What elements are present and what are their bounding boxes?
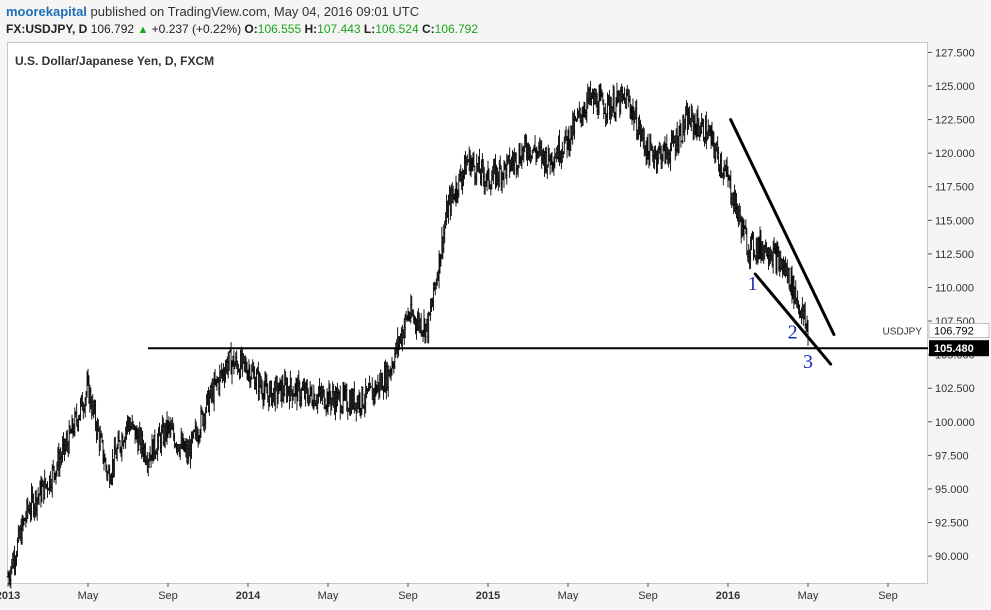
- y-tick-label: 92.500: [935, 518, 969, 530]
- wave-label: 2: [788, 322, 798, 344]
- x-tick-label: 2015: [476, 590, 500, 602]
- y-tick-label: 115.000: [935, 215, 974, 227]
- x-tick-label: Sep: [158, 590, 178, 602]
- x-tick-label: May: [318, 590, 339, 602]
- publish-info: moorekapital published on TradingView.co…: [6, 4, 419, 19]
- y-tick-label: 122.500: [935, 115, 975, 127]
- y-tick-label: 117.500: [935, 182, 974, 194]
- y-tick-label: 100.000: [935, 417, 975, 429]
- series-name-label: USDJPY: [883, 327, 923, 338]
- low-value: 106.524: [375, 22, 419, 36]
- x-tick-label: May: [798, 590, 819, 602]
- y-tick-label: 127.500: [935, 47, 975, 59]
- low-label: L:: [363, 22, 376, 36]
- support-price-label: 105.480: [934, 343, 974, 355]
- high-label: H:: [304, 22, 318, 36]
- support-price-label-bg: [929, 340, 989, 357]
- y-tick-label: 110.000: [935, 282, 974, 294]
- published-text: published on TradingView.com, May 04, 20…: [90, 4, 420, 19]
- y-tick-label: 120.000: [935, 148, 975, 160]
- open-value: 106.555: [257, 22, 302, 36]
- last-price-label-bg: [928, 323, 990, 338]
- close-label: C:: [421, 22, 435, 36]
- y-tick-label: 97.500: [935, 450, 969, 462]
- y-tick-label: 125.000: [935, 81, 975, 93]
- y-tick-label: 112.500: [935, 249, 974, 261]
- author-link[interactable]: moorekapital: [6, 4, 87, 19]
- x-tick-label: 2016: [716, 590, 740, 602]
- x-tick-label: May: [558, 590, 579, 602]
- ohlc-line: FX:USDJPY, D 106.792 ▲ +0.237 (+0.22%) O…: [6, 22, 478, 36]
- last-price: 106.792: [90, 22, 135, 36]
- chart-header: moorekapital published on TradingView.co…: [0, 0, 991, 40]
- x-tick-label: Sep: [638, 590, 658, 602]
- x-tick-label: May: [78, 590, 99, 602]
- x-tick-label: 2013: [0, 590, 20, 602]
- wave-label: 1: [748, 273, 758, 295]
- plot-area[interactable]: [7, 42, 928, 584]
- y-tick-label: 95.000: [935, 484, 969, 496]
- y-tick-label: 102.500: [935, 383, 975, 395]
- x-tick-label: 2014: [236, 590, 261, 602]
- up-arrow-icon: ▲: [137, 24, 149, 36]
- y-tick-label: 90.000: [935, 551, 969, 563]
- x-tick-label: Sep: [878, 590, 898, 602]
- last-price-label: 106.792: [934, 326, 974, 338]
- close-value: 106.792: [434, 22, 479, 36]
- x-tick-label: Sep: [398, 590, 418, 602]
- open-label: O:: [244, 22, 258, 36]
- wave-label: 3: [803, 351, 813, 373]
- chart-title: U.S. Dollar/Japanese Yen, D, FXCM: [15, 54, 215, 68]
- trendline[interactable]: [753, 272, 833, 366]
- trendline[interactable]: [729, 118, 836, 336]
- high-value: 107.443: [317, 22, 361, 36]
- symbol-label: FX:USDJPY, D: [6, 22, 88, 36]
- price-change: +0.237 (+0.22%): [151, 22, 242, 36]
